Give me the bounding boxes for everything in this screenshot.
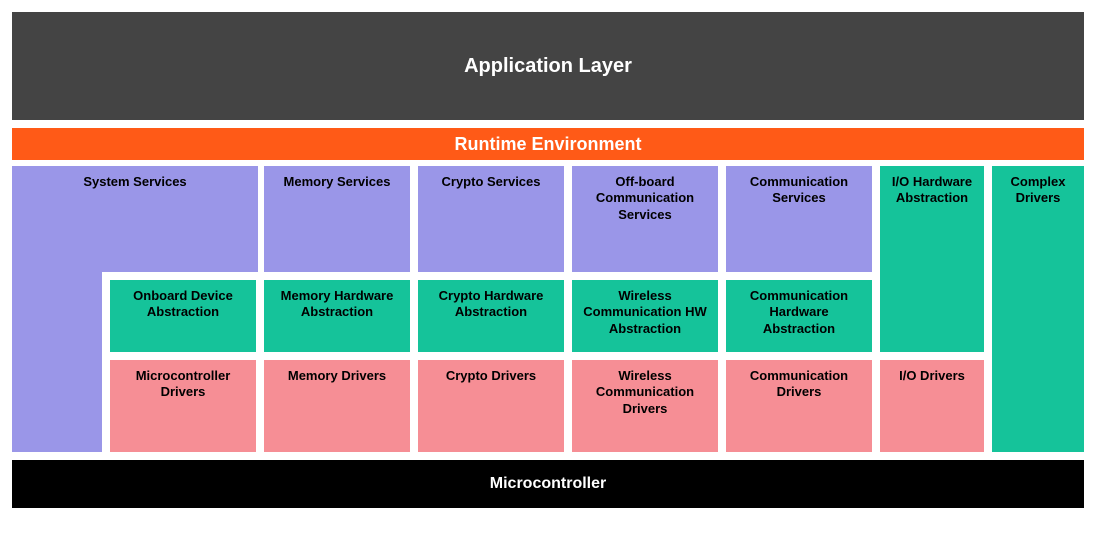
communication-hw-abstraction: Communication Hardware Abstraction	[726, 280, 872, 352]
architecture-diagram: Application Layer Runtime Environment Sy…	[12, 12, 1084, 508]
crypto-hw-abstraction: Crypto Hardware Abstraction	[418, 280, 564, 352]
communication-drivers: Communication Drivers	[726, 360, 872, 452]
onboard-device-abstraction: Onboard Device Abstraction	[110, 280, 256, 352]
microcontroller-drivers: Microcontroller Drivers	[110, 360, 256, 452]
offboard-comm-services: Off-board Communication Services	[572, 166, 718, 272]
microcontroller-layer: Microcontroller	[12, 460, 1084, 508]
memory-services: Memory Services	[264, 166, 410, 272]
application-layer: Application Layer	[12, 12, 1084, 120]
system-services: System Services	[12, 166, 258, 272]
crypto-drivers: Crypto Drivers	[418, 360, 564, 452]
wireless-comm-drivers: Wireless Communication Drivers	[572, 360, 718, 452]
io-drivers: I/O Drivers	[880, 360, 984, 452]
communication-services: Communication Services	[726, 166, 872, 272]
memory-drivers: Memory Drivers	[264, 360, 410, 452]
memory-hw-abstraction: Memory Hardware Abstraction	[264, 280, 410, 352]
wireless-comm-hw-abstraction: Wireless Communication HW Abstraction	[572, 280, 718, 352]
application-layer-label: Application Layer	[464, 55, 632, 78]
runtime-environment-label: Runtime Environment	[454, 134, 641, 155]
io-hw-abstraction: I/O Hardware Abstraction	[880, 166, 984, 352]
complex-drivers: Complex Drivers	[992, 166, 1084, 452]
basic-software-layers: System ServicesMemory ServicesCrypto Ser…	[12, 166, 1084, 452]
crypto-services: Crypto Services	[418, 166, 564, 272]
runtime-environment: Runtime Environment	[12, 128, 1084, 160]
microcontroller-label: Microcontroller	[490, 475, 606, 493]
